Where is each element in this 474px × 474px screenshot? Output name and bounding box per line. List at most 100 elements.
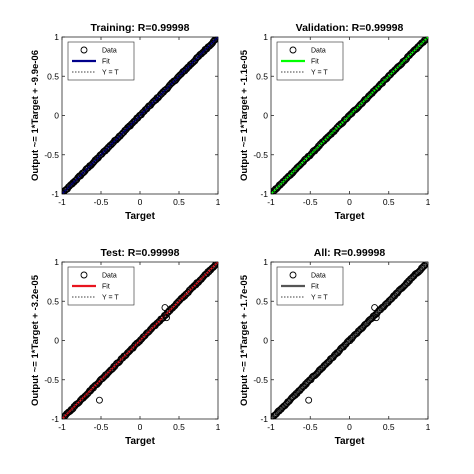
data-point	[213, 37, 218, 42]
data-points	[271, 37, 428, 194]
x-axis-label: Target	[335, 211, 365, 222]
chart-title: Training: R=0.99998	[91, 22, 190, 34]
legend-label-fit: Fit	[311, 284, 319, 291]
y-tick-label: -1	[51, 414, 59, 424]
chart-title: Validation: R=0.99998	[296, 22, 404, 34]
x-tick-label: 1	[216, 422, 221, 432]
legend-label-identity: Y = T	[102, 70, 119, 77]
regression-panel-1: -1 -0.5 0 0.5 1 -1 -0.5 0 0.5 1 Data Fit Y = T Traini…	[30, 22, 221, 222]
y-tick-label: -0.5	[253, 150, 268, 160]
y-tick-label: 0	[54, 111, 59, 121]
x-tick-label: 0	[347, 197, 352, 207]
x-tick-label: -0.5	[94, 197, 109, 207]
y-tick-label: -1	[51, 189, 59, 199]
legend-label-identity: Y = T	[311, 70, 328, 77]
chart-title: All: R=0.99998	[314, 247, 386, 259]
data-point	[212, 37, 218, 43]
legend-label-data: Data	[102, 48, 117, 55]
identity-line	[62, 262, 218, 419]
regression-panel-4: -1 -0.5 0 0.5 1 -1 -0.5 0 0.5 1 Data Fit Y = T All: R…	[239, 247, 431, 447]
legend-label-data: Data	[311, 48, 326, 55]
x-axis-label: Target	[125, 436, 155, 447]
y-tick-label: 1	[263, 257, 268, 267]
outlier-point	[161, 304, 169, 311]
x-axis-label: Target	[125, 211, 155, 222]
regression-panel-3: -1 -0.5 0 0.5 1 -1 -0.5 0 0.5 1 Data Fit Y = T Test: …	[30, 247, 221, 447]
x-tick-label: -0.5	[94, 422, 109, 432]
data-point	[214, 37, 218, 41]
y-tick-label: 0	[54, 336, 59, 346]
chart-title: Test: R=0.99998	[101, 247, 180, 259]
legend-label-fit: Fit	[102, 59, 110, 66]
legend-label-fit: Fit	[311, 59, 319, 66]
data-layer	[62, 262, 218, 419]
x-tick-label: 0	[138, 422, 143, 432]
data-point	[424, 37, 428, 41]
outlier-point	[163, 314, 170, 322]
y-tick-label: -1	[260, 414, 268, 424]
legend: Data Fit Y = T	[67, 266, 135, 306]
data-points	[62, 37, 218, 194]
data-layer	[62, 37, 218, 194]
data-layer	[271, 262, 428, 419]
y-axis-label: Output ~= 1*Target + -9.9e-06	[30, 50, 41, 181]
x-tick-label: 0.5	[383, 422, 395, 432]
legend-label-fit: Fit	[102, 284, 110, 291]
legend-label-identity: Y = T	[311, 295, 328, 302]
x-tick-label: -1	[267, 422, 275, 432]
outlier-point	[95, 396, 103, 404]
y-axis-label: Output ~= 1*Target + -3.2e-05	[30, 274, 41, 406]
x-tick-label: 0.5	[173, 197, 185, 207]
y-tick-label: 0	[263, 111, 268, 121]
x-tick-label: -1	[267, 197, 275, 207]
x-tick-label: 1	[426, 422, 431, 432]
y-tick-label: 0.5	[47, 71, 59, 81]
legend-data-marker	[80, 46, 88, 54]
y-tick-label: 0	[263, 336, 268, 346]
legend-label-identity: Y = T	[102, 295, 119, 302]
data-points	[271, 262, 428, 419]
data-point	[422, 262, 428, 268]
data-point	[421, 262, 428, 269]
legend-data-marker	[289, 271, 297, 279]
data-points	[62, 262, 218, 419]
outlier-point	[305, 396, 313, 404]
regression-panel-2: -1 -0.5 0 0.5 1 -1 -0.5 0 0.5 1 Data Fit Y = T Valida…	[239, 22, 431, 222]
legend-data-marker	[289, 46, 297, 54]
data-point	[211, 37, 218, 43]
x-tick-label: 1	[216, 197, 221, 207]
x-tick-label: 0	[138, 197, 143, 207]
identity-line	[271, 262, 428, 419]
legend-label-data: Data	[102, 273, 117, 280]
y-tick-label: 0.5	[47, 296, 59, 306]
y-axis-label: Output ~= 1*Target + -1.7e-05	[239, 274, 250, 406]
y-axis-label: Output ~= 1*Target + -1.1e-05	[239, 49, 250, 181]
identity-line	[271, 37, 428, 194]
legend: Data Fit Y = T	[67, 41, 135, 81]
y-tick-label: 1	[54, 32, 59, 42]
x-tick-label: -0.5	[303, 422, 318, 432]
outlier-point	[371, 304, 379, 311]
identity-line	[62, 37, 218, 194]
legend: Data Fit Y = T	[276, 41, 344, 81]
data-point	[422, 37, 428, 43]
data-point	[212, 262, 218, 267]
x-tick-label: 0.5	[173, 422, 185, 432]
x-tick-label: -0.5	[303, 197, 318, 207]
x-tick-label: 0.5	[383, 197, 395, 207]
outlier-point	[372, 314, 380, 322]
legend: Data Fit Y = T	[276, 266, 344, 306]
data-point	[423, 262, 428, 267]
legend-data-marker	[80, 271, 88, 279]
y-tick-label: -0.5	[44, 375, 59, 385]
data-point	[213, 262, 218, 267]
y-tick-label: -1	[260, 189, 268, 199]
y-tick-label: 1	[263, 32, 268, 42]
y-tick-label: -0.5	[44, 150, 59, 160]
y-tick-label: 0.5	[256, 71, 268, 81]
x-tick-label: 1	[426, 197, 431, 207]
y-tick-label: -0.5	[253, 375, 268, 385]
x-tick-label: -1	[58, 422, 66, 432]
data-layer	[271, 37, 428, 194]
